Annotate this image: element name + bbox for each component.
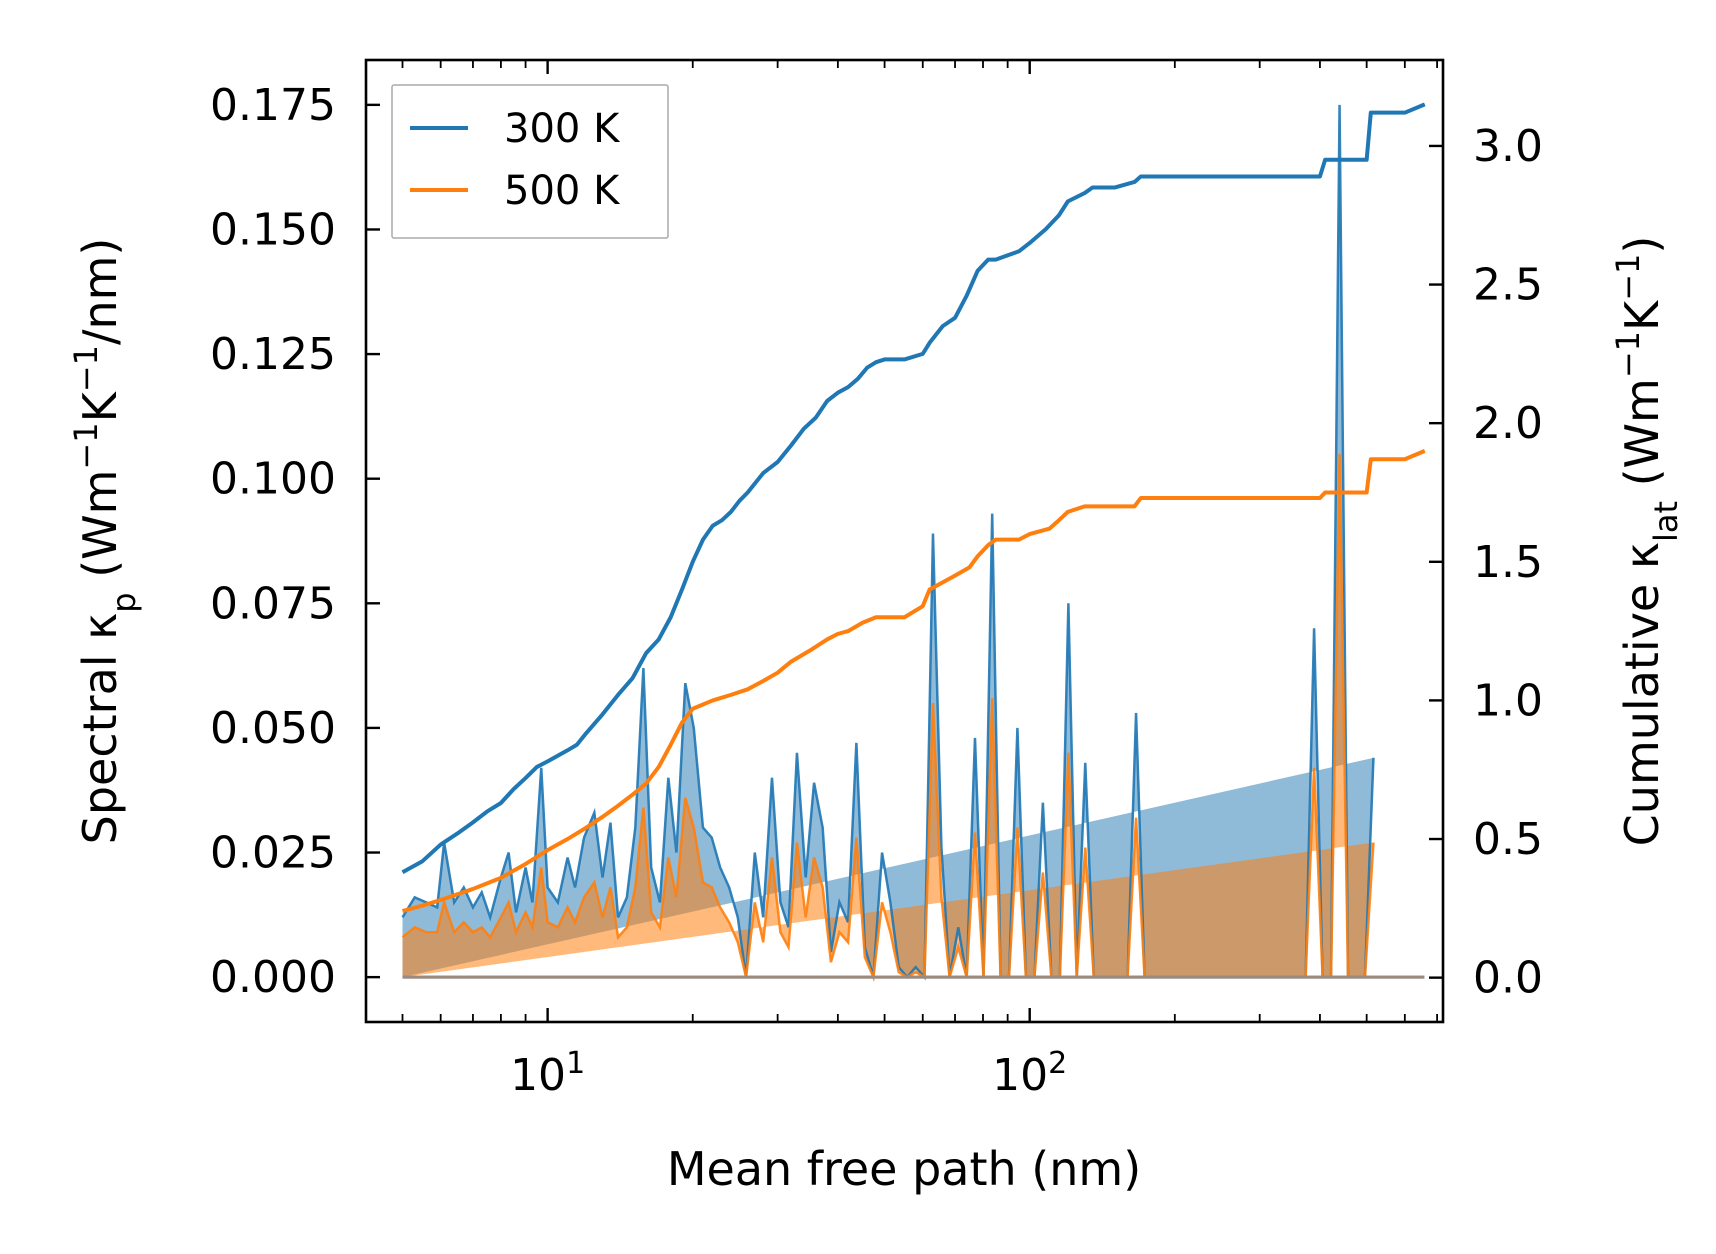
x-tick-label: 102 <box>992 1046 1067 1102</box>
y-right-tick-label: 1.0 <box>1473 675 1543 726</box>
plot-frame <box>364 58 1445 1024</box>
y-right-tick-label: 1.5 <box>1473 537 1543 588</box>
x-tick-label: 101 <box>510 1046 585 1102</box>
y-left-tick-label: 0.025 <box>210 828 336 879</box>
y-right-tick-label: 2.5 <box>1473 260 1543 311</box>
spectral-lines <box>401 104 1425 982</box>
y-left-tick-label: 0.100 <box>210 454 336 505</box>
y-left-tick-label: 0.075 <box>210 578 336 629</box>
cumulative-line-500k <box>401 449 1426 914</box>
tick-labels: 0.000 0.025 0.050 0.075 0.100 0.125 0.150 0.175… <box>210 80 1543 1101</box>
y-left-tick-label: 0.175 <box>210 80 336 131</box>
x-axis-label: Mean free path (nm) <box>667 1142 1141 1196</box>
y-left-tick-label: 0.150 <box>210 204 336 255</box>
y-right-tick-label: 2.0 <box>1473 398 1543 449</box>
y-left-tick-label: 0.050 <box>210 703 336 754</box>
cumulative-lines <box>401 102 1426 914</box>
y-right-tick-label: 3.0 <box>1473 121 1543 172</box>
spectral-area-300k <box>402 104 1374 978</box>
y-axis-right-label: Cumulative κlat (Wm−1K−1) <box>1609 236 1685 847</box>
y-right-tick-label: 0.5 <box>1473 814 1543 865</box>
legend-label-500k: 500 K <box>504 168 621 214</box>
y-axis-left-label: Spectral κp (Wm−1K−1/nm) <box>67 238 143 845</box>
legend-label-300k: 300 K <box>504 106 621 152</box>
legend: 300 K 500 K <box>391 84 669 239</box>
y-left-tick-label: 0.125 <box>210 329 336 380</box>
y-right-tick-label: 0.0 <box>1473 953 1543 1004</box>
cumulative-line-300k <box>401 102 1426 875</box>
legend-box <box>391 84 669 239</box>
tick-marks <box>366 60 1443 1022</box>
y-left-tick-label: 0.000 <box>210 952 336 1003</box>
